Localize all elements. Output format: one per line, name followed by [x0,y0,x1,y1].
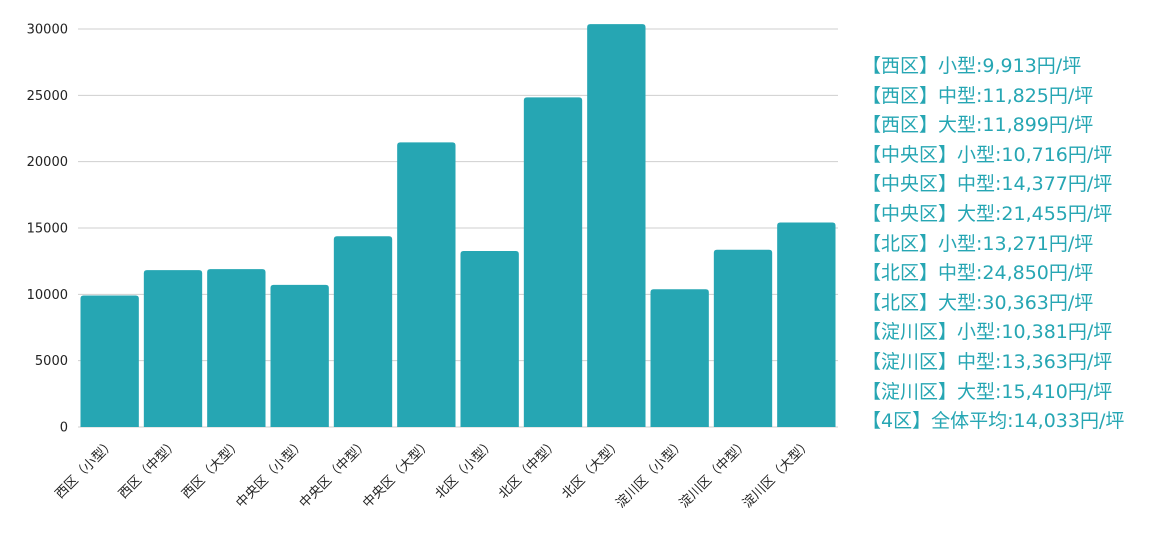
bar [143,270,203,427]
bar [650,289,709,427]
gridlines [78,28,838,428]
bar [80,295,139,427]
y-tick-label: 20000 [27,155,68,170]
x-axis: 西区（小型）西区（中型）西区（大型）中央区（小型）中央区（中型）中央区（大型）北… [53,436,815,511]
annotation-line: 【北区】小型:13,271円/坪 [862,232,1094,255]
x-tick-label: 中央区（大型） [360,436,435,511]
annotation-line: 【中央区】中型:14,377円/坪 [862,173,1113,196]
bar [333,236,393,427]
y-tick-label: 5000 [35,354,68,369]
bars [80,24,836,428]
x-tick-label: 北区（中型） [496,436,562,502]
x-tick-label: 西区（中型） [116,436,182,502]
annotation-line: 【淀川区】小型:10,381円/坪 [862,321,1113,344]
bar [270,284,329,427]
bar [460,250,519,427]
annotation-line: 【北区】大型:30,363円/坪 [862,291,1094,314]
x-tick-label: 淀川区（大型） [740,436,815,511]
annotation-line: 【西区】中型:11,825円/坪 [862,84,1094,107]
y-tick-label: 25000 [27,89,68,104]
annotation-line: 【中央区】大型:21,455円/坪 [862,202,1113,225]
annotation-list: 【西区】小型:9,913円/坪 【西区】中型:11,825円/坪 【西区】大型:… [862,52,1124,437]
bar [713,249,773,427]
annotation-line: 【4区】全体平均:14,033円/坪 [862,410,1125,433]
bar [587,24,646,427]
annotation-line: 【淀川区】中型:13,363円/坪 [862,350,1113,373]
bar [207,269,266,427]
x-tick-label: 北区（小型） [433,436,499,502]
x-tick-label: 西区（大型） [179,436,245,502]
x-tick-label: 北区（大型） [559,436,625,502]
bar [397,142,456,428]
y-tick-label: 10000 [27,288,68,303]
annotation-line: 【北区】中型:24,850円/坪 [862,262,1094,285]
x-tick-label: 西区（小型） [53,436,119,502]
y-axis: 0 5000 10000 15000 20000 25000 30000 [27,23,68,436]
bar [777,222,836,427]
bar [523,97,583,427]
y-tick-label: 30000 [27,23,68,38]
annotation-line: 【西区】小型:9,913円/坪 [862,55,1082,77]
y-tick-label: 0 [60,421,68,436]
annotation-line: 【中央区】小型:10,716円/坪 [862,143,1113,166]
y-tick-label: 15000 [27,222,68,237]
annotation-line: 【西区】大型:11,899円/坪 [862,114,1094,137]
annotation-line: 【淀川区】大型:15,410円/坪 [862,380,1113,403]
